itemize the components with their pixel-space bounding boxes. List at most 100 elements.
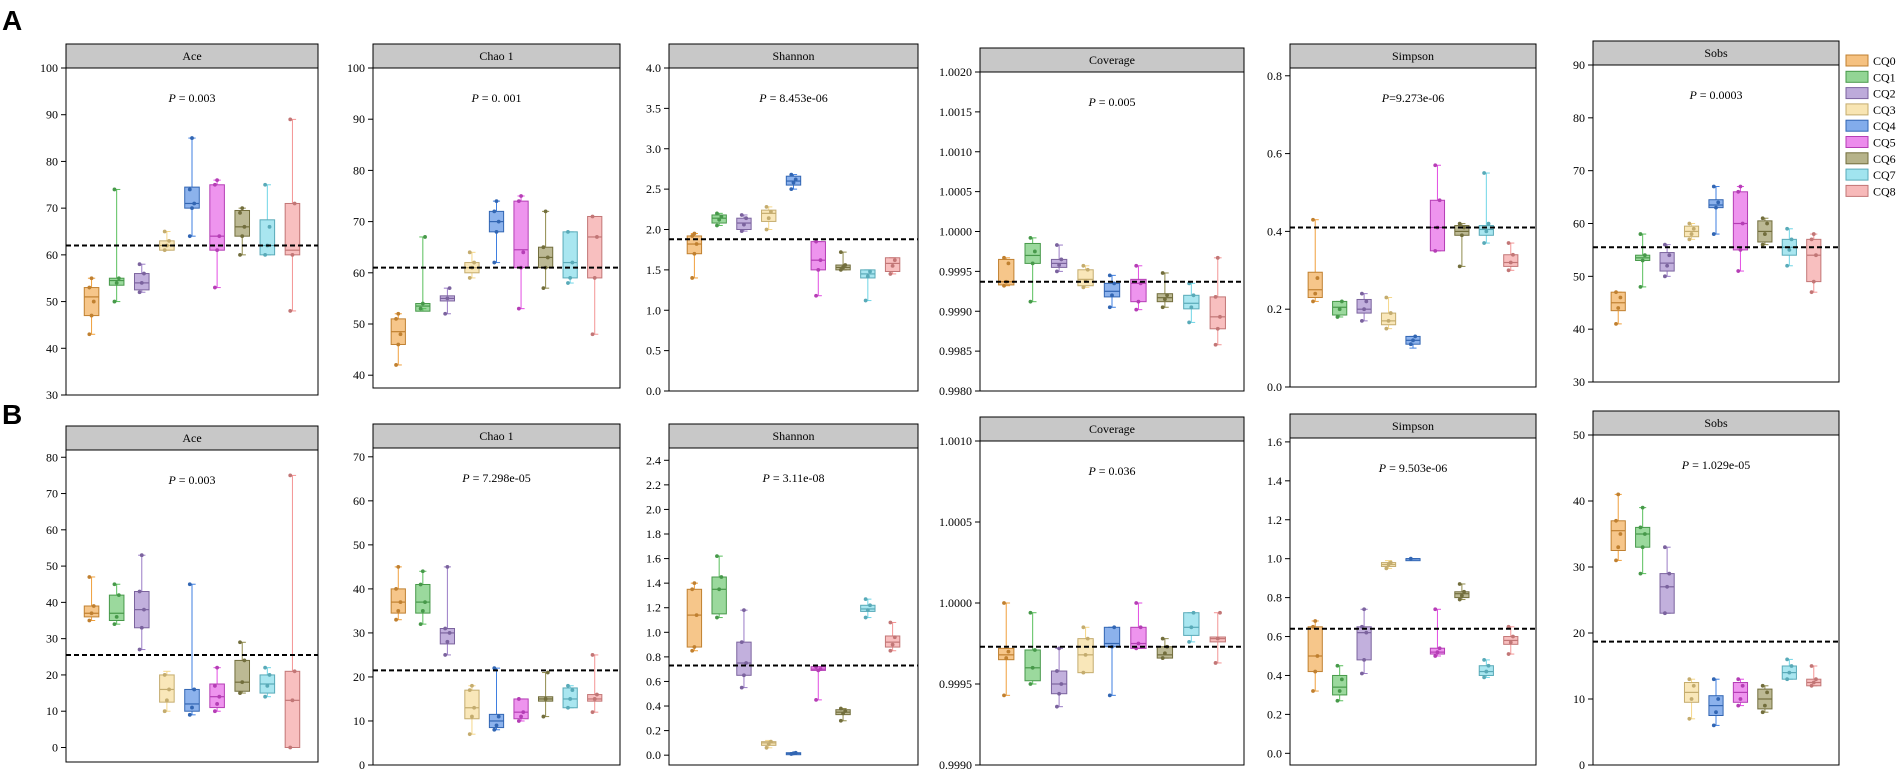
p-number: = 0.003 — [176, 91, 216, 105]
y-tick-label: 0.0 — [646, 748, 661, 762]
data-point — [1506, 241, 1511, 245]
data-point — [1508, 640, 1513, 645]
data-point — [1638, 525, 1643, 530]
box-cq1 — [415, 235, 431, 312]
data-point — [1462, 225, 1466, 230]
data-point — [595, 235, 599, 239]
panel-b-sobs: Sobs 0 10 20 30 40 50 P = 1.029e-05 — [1573, 410, 1840, 769]
data-point — [868, 269, 872, 274]
legend-swatch — [1845, 103, 1869, 116]
panel-title: Simpson — [1392, 49, 1434, 63]
data-point — [717, 217, 722, 222]
y-tick-label: 40 — [1573, 322, 1585, 336]
data-point — [1482, 657, 1487, 662]
p-label: P — [1378, 461, 1387, 475]
data-point — [418, 622, 423, 627]
y-tick-label: 40 — [353, 368, 365, 382]
data-point — [215, 665, 220, 670]
data-point — [764, 204, 769, 209]
data-point — [1689, 697, 1694, 701]
data-point — [1107, 693, 1112, 698]
data-point — [139, 553, 144, 558]
p-value: P = 0.003 — [167, 473, 215, 487]
panel-a-ace: Ace 30 40 50 60 70 80 90 100 P = 0.003 — [40, 43, 319, 402]
data-point — [213, 182, 217, 187]
data-point — [570, 688, 575, 693]
data-point — [87, 575, 92, 579]
data-point — [1711, 677, 1716, 682]
data-point — [240, 234, 245, 239]
data-point — [1736, 269, 1741, 273]
data-point — [1189, 305, 1194, 310]
y-tick-label: 100 — [40, 61, 58, 75]
y-tick-label: 90 — [46, 108, 58, 122]
y-tick-label: 50 — [1573, 428, 1585, 442]
box-cq0 — [686, 231, 703, 280]
legend-item-cq5: CQ5 — [1845, 136, 1896, 150]
data-point — [1213, 661, 1218, 665]
data-point — [1663, 274, 1667, 279]
data-point — [1638, 571, 1643, 576]
data-point — [890, 263, 895, 268]
data-point — [793, 177, 798, 182]
p-number: = 8.453e-06 — [767, 91, 828, 105]
data-point — [87, 618, 92, 623]
data-point — [1004, 656, 1009, 660]
box-iqr — [1024, 649, 1041, 682]
y-tick-label: 40 — [46, 595, 58, 609]
box-cq6 — [1454, 582, 1470, 602]
p-value: P = 0.003 — [167, 91, 215, 105]
data-point — [418, 306, 423, 311]
data-point — [1482, 171, 1487, 175]
p-value: P = 0.0003 — [1688, 88, 1742, 102]
y-tick-label: 0.9995 — [939, 264, 972, 278]
data-point — [87, 332, 92, 337]
panel-title: Sobs — [1704, 416, 1728, 430]
data-point — [1663, 545, 1667, 550]
data-point — [1716, 697, 1721, 701]
box-iqr — [1429, 199, 1446, 252]
data-point — [467, 732, 472, 737]
data-point — [394, 586, 398, 591]
data-point — [288, 309, 293, 313]
data-point — [1311, 217, 1315, 222]
data-point — [1765, 221, 1769, 226]
data-point — [91, 604, 96, 608]
data-point — [1315, 276, 1320, 280]
box-cq0 — [83, 575, 100, 623]
legend-item-cq8: CQ8 — [1845, 184, 1896, 198]
y-tick-label: 30 — [1573, 560, 1585, 574]
box-cq8 — [1209, 255, 1226, 347]
box-iqr — [159, 674, 175, 703]
panel-title: Shannon — [773, 49, 815, 63]
y-tick-label: 1.5 — [646, 263, 661, 277]
y-tick-label: 0.5 — [646, 344, 661, 358]
data-point — [1384, 326, 1389, 331]
data-point — [841, 265, 845, 270]
box-cq2 — [439, 286, 456, 316]
data-point — [1388, 560, 1393, 565]
box-cq0 — [83, 276, 100, 337]
box-cq4 — [1708, 184, 1724, 236]
data-point — [1160, 305, 1165, 310]
data-point — [1081, 263, 1086, 268]
panel-title: Ace — [182, 431, 201, 445]
data-point — [739, 229, 744, 234]
box-iqr — [562, 231, 578, 279]
data-point — [1614, 321, 1618, 326]
y-tick-label: 40 — [46, 341, 58, 355]
data-point — [1740, 221, 1745, 226]
box-cq2 — [1356, 607, 1372, 676]
data-point — [217, 234, 222, 239]
data-point — [1213, 342, 1218, 347]
y-tick-label: 100 — [347, 61, 365, 75]
box-cq3 — [1077, 625, 1094, 675]
data-point — [568, 697, 573, 701]
data-point — [445, 296, 450, 301]
data-point — [467, 688, 472, 693]
box-iqr — [259, 219, 276, 256]
panel-title: Sobs — [1704, 46, 1728, 60]
data-point — [1785, 263, 1790, 268]
plot-area — [668, 67, 919, 392]
data-point — [470, 714, 474, 719]
